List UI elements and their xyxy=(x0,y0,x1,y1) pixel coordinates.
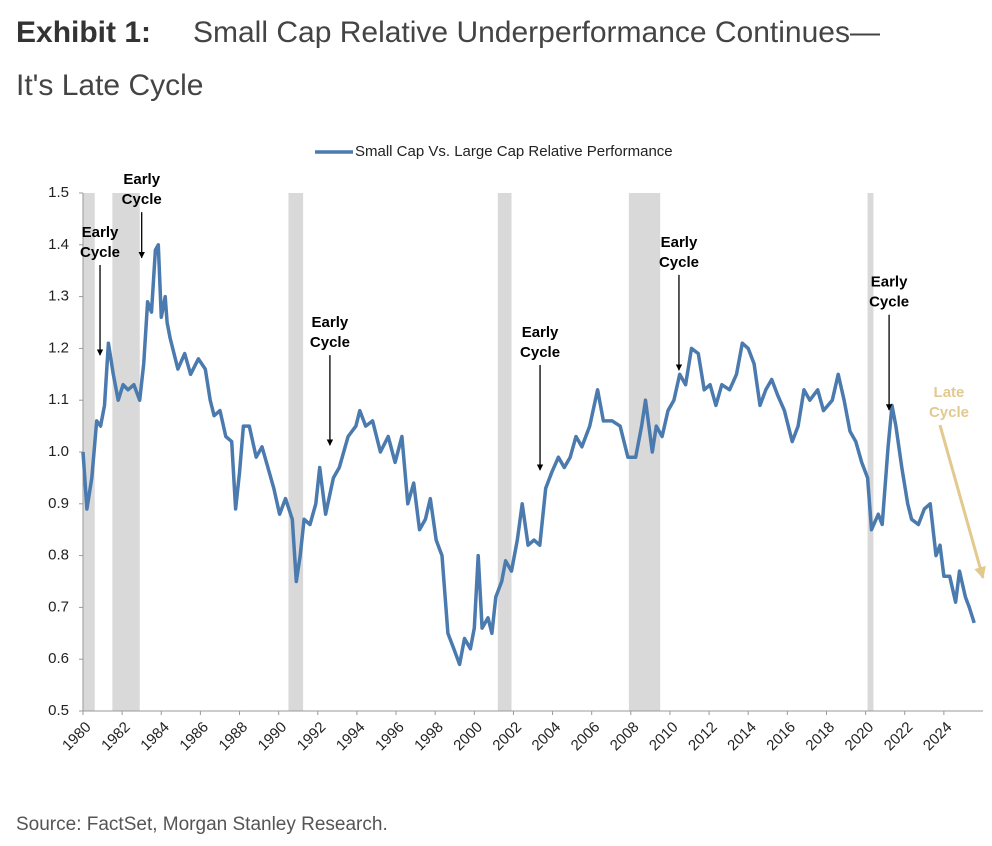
x-tick-label: 2008 xyxy=(607,719,643,755)
x-tick-label: 1986 xyxy=(176,719,212,755)
shaded-period xyxy=(83,193,95,711)
annotation-label: Early xyxy=(522,324,559,341)
source: Source: FactSet, Morgan Stanley Research… xyxy=(16,814,388,835)
annotation-label: Cycle xyxy=(80,244,120,261)
annotation-label: Cycle xyxy=(929,404,969,421)
y-tick-label: 1.4 xyxy=(48,236,69,253)
x-tick-label: 2022 xyxy=(881,719,917,755)
y-tick-label: 1.2 xyxy=(48,339,69,356)
x-tick-label: 2002 xyxy=(489,719,525,755)
shaded-period xyxy=(497,193,512,711)
x-tick-label: 2016 xyxy=(763,719,799,755)
y-tick-label: 1.1 xyxy=(48,391,69,408)
x-tick-label: 1990 xyxy=(255,719,291,755)
x-tick-label: 1994 xyxy=(333,719,369,755)
legend-label: Small Cap Vs. Large Cap Relative Perform… xyxy=(355,143,673,160)
x-tick-label: 1980 xyxy=(59,719,95,755)
shaded-period xyxy=(288,193,304,711)
x-tick-label: 1982 xyxy=(98,719,134,755)
annotation-label: Early xyxy=(123,171,160,188)
x-tick-label: 2000 xyxy=(450,719,486,755)
y-tick-label: 0.5 xyxy=(48,702,69,719)
y-tick-label: 0.8 xyxy=(48,547,69,564)
x-tick-label: 2024 xyxy=(920,719,956,755)
y-tick-label: 1.3 xyxy=(48,288,69,305)
x-tick-label: 1998 xyxy=(411,719,447,755)
x-tick-label: 2010 xyxy=(646,719,682,755)
x-tick-label: 1988 xyxy=(216,719,252,755)
series-line xyxy=(81,243,976,667)
x-tick-label: 2012 xyxy=(685,719,721,755)
annotation-label: Early xyxy=(661,234,698,251)
x-tick-label: 2004 xyxy=(529,719,565,755)
annotation-label: Early xyxy=(82,224,119,241)
annotation-label: Cycle xyxy=(310,334,350,351)
annotation-arrow xyxy=(938,424,986,580)
x-tick-label: 2006 xyxy=(568,719,604,755)
annotation-label: Cycle xyxy=(869,294,909,311)
y-tick-label: 0.6 xyxy=(48,650,69,667)
y-tick-label: 1.0 xyxy=(48,443,69,460)
annotation-label: Early xyxy=(312,314,349,331)
x-tick-label: 1984 xyxy=(137,719,173,755)
x-tick-label: 1992 xyxy=(294,719,330,755)
chart-title: It's Late Cycle xyxy=(16,69,203,102)
shaded-period xyxy=(867,193,874,711)
x-tick-label: 2018 xyxy=(802,719,838,755)
annotation-label: Cycle xyxy=(520,344,560,361)
annotation-label: Early xyxy=(871,274,908,291)
y-tick-label: 1.5 xyxy=(48,184,69,201)
x-tick-label: 2014 xyxy=(724,719,760,755)
y-tick-label: 0.9 xyxy=(48,495,69,512)
x-tick-label: 2020 xyxy=(842,719,878,755)
title-label: Exhibit 1: xyxy=(16,16,151,49)
annotation-label: Cycle xyxy=(122,191,162,208)
chart-title: Small Cap Relative Underperformance Cont… xyxy=(193,16,880,49)
annotation-label: Cycle xyxy=(659,254,699,271)
shaded-period xyxy=(628,193,661,711)
x-tick-label: 1996 xyxy=(372,719,408,755)
y-tick-label: 0.7 xyxy=(48,598,69,615)
annotation-label: Late xyxy=(934,384,965,401)
shaded-period xyxy=(112,193,140,711)
